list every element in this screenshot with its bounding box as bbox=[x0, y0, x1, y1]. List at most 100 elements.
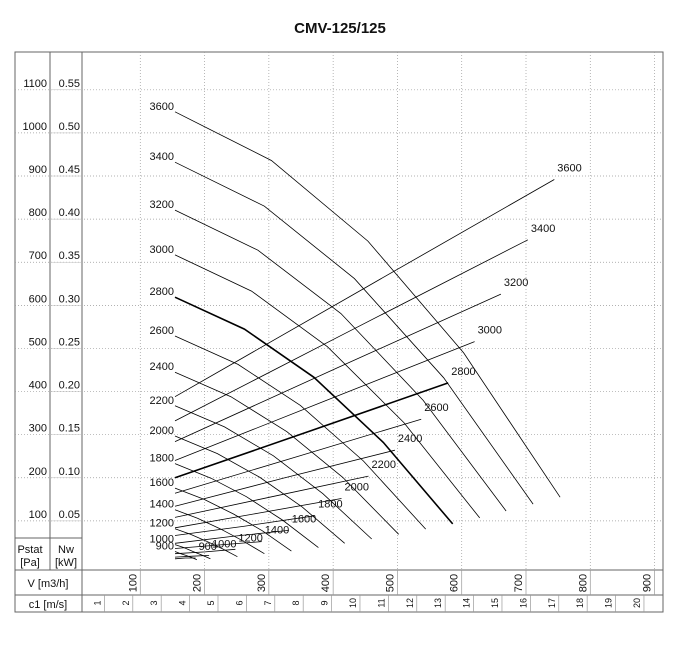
curve bbox=[174, 515, 316, 536]
curve bbox=[174, 463, 319, 548]
x2-tick-label: 19 bbox=[604, 598, 614, 608]
curve-label: 3200 bbox=[150, 199, 174, 211]
x-axis-label: V [m3/h] bbox=[28, 578, 69, 590]
curve-label: 1600 bbox=[150, 477, 174, 489]
x2-tick-label: 5 bbox=[206, 600, 216, 605]
y2-tick-label: 0.20 bbox=[59, 380, 80, 392]
curve bbox=[174, 548, 236, 555]
y2-tick-label: 0.25 bbox=[59, 336, 80, 348]
curve bbox=[174, 541, 262, 549]
x2-tick-label: 4 bbox=[178, 600, 188, 605]
curve-label: 2800 bbox=[150, 286, 174, 298]
x-tick-label: 700 bbox=[513, 574, 525, 592]
x2-tick-label: 20 bbox=[632, 598, 642, 608]
x2-axis-label: c1 [m/s] bbox=[29, 599, 68, 611]
y2-tick-label: 0.55 bbox=[59, 78, 80, 90]
curve bbox=[174, 209, 507, 512]
curve-label: 1000 bbox=[150, 534, 174, 546]
curve-label: 900 bbox=[199, 541, 217, 553]
y2-axis-label: Nw bbox=[58, 544, 74, 556]
curve bbox=[174, 530, 289, 544]
y2-tick-label: 0.15 bbox=[59, 423, 80, 435]
y2-tick-label: 0.10 bbox=[59, 466, 80, 478]
curve-label: 1400 bbox=[150, 499, 174, 511]
y-tick-label: 500 bbox=[29, 336, 47, 348]
curve bbox=[174, 475, 369, 518]
curve bbox=[174, 111, 561, 498]
x-tick-label: 200 bbox=[192, 574, 204, 592]
x2-tick-label: 2 bbox=[121, 600, 131, 605]
x2-tick-label: 12 bbox=[405, 598, 415, 608]
y-tick-label: 1000 bbox=[23, 121, 47, 133]
curve-label: 1000 bbox=[212, 538, 236, 550]
curve-label: 2000 bbox=[345, 481, 369, 493]
y2-tick-label: 0.50 bbox=[59, 121, 80, 133]
curve-label: 1400 bbox=[265, 525, 289, 537]
curve-label: 3600 bbox=[150, 101, 174, 113]
curve-label: 3600 bbox=[557, 162, 581, 174]
x-tick-label: 300 bbox=[256, 574, 268, 592]
x2-tick-label: 18 bbox=[575, 598, 585, 608]
y2-tick-label: 0.45 bbox=[59, 164, 80, 176]
x2-tick-label: 7 bbox=[263, 600, 273, 605]
curve-label: 3400 bbox=[531, 223, 555, 235]
x-tick-label: 600 bbox=[449, 574, 461, 592]
curve bbox=[174, 335, 426, 530]
curve-label: 1600 bbox=[292, 513, 316, 525]
y-tick-label: 200 bbox=[29, 466, 47, 478]
curve-label: 900 bbox=[156, 540, 174, 552]
y-tick-label: 300 bbox=[29, 423, 47, 435]
curve bbox=[174, 544, 211, 560]
y-tick-label: 100 bbox=[29, 509, 47, 521]
x2-tick-label: 16 bbox=[518, 598, 528, 608]
curve bbox=[174, 254, 481, 519]
curve-label: 3200 bbox=[504, 277, 528, 289]
curve bbox=[174, 487, 292, 552]
curve bbox=[174, 382, 449, 479]
y2-tick-label: 0.05 bbox=[59, 509, 80, 521]
y-axis-label: [Pa] bbox=[20, 557, 40, 569]
curve bbox=[174, 449, 395, 507]
y-tick-label: 900 bbox=[29, 164, 47, 176]
curve-label: 2800 bbox=[451, 366, 475, 378]
x2-tick-label: 14 bbox=[462, 598, 472, 608]
curve-label: 2200 bbox=[150, 395, 174, 407]
y2-tick-label: 0.30 bbox=[59, 293, 80, 305]
x2-tick-label: 13 bbox=[433, 598, 443, 608]
curve-label: 2600 bbox=[150, 325, 174, 337]
x2-tick-label: 6 bbox=[234, 600, 244, 605]
curve-label: 2000 bbox=[150, 425, 174, 437]
curve bbox=[174, 341, 475, 461]
curve-label: 1800 bbox=[318, 499, 342, 511]
curve-label: 3400 bbox=[150, 151, 174, 163]
curve bbox=[174, 179, 555, 398]
x2-tick-label: 3 bbox=[149, 600, 159, 605]
curve bbox=[174, 371, 399, 535]
y-tick-label: 700 bbox=[29, 250, 47, 262]
x2-tick-label: 17 bbox=[547, 598, 557, 608]
curve bbox=[174, 498, 342, 529]
curve bbox=[174, 296, 454, 525]
curve-label: 2400 bbox=[398, 433, 422, 445]
curve bbox=[174, 293, 502, 442]
curve-label: 2200 bbox=[372, 459, 396, 471]
y-tick-label: 600 bbox=[29, 293, 47, 305]
y-tick-label: 1100 bbox=[23, 78, 47, 90]
curve-label: 2600 bbox=[424, 402, 448, 414]
x-tick-label: 900 bbox=[642, 574, 654, 592]
curve-label: 1200 bbox=[238, 532, 262, 544]
x-tick-label: 800 bbox=[577, 574, 589, 592]
curve bbox=[174, 528, 238, 558]
x2-tick-label: 10 bbox=[348, 598, 358, 608]
curve-label: 1200 bbox=[150, 518, 174, 530]
curve bbox=[174, 555, 210, 558]
y2-tick-label: 0.40 bbox=[59, 207, 80, 219]
x2-tick-label: 9 bbox=[320, 600, 330, 605]
curve bbox=[174, 435, 345, 544]
x-tick-label: 500 bbox=[384, 574, 396, 592]
y-axis-label: Pstat bbox=[17, 544, 42, 556]
curve bbox=[174, 557, 196, 560]
frame bbox=[14, 51, 664, 613]
